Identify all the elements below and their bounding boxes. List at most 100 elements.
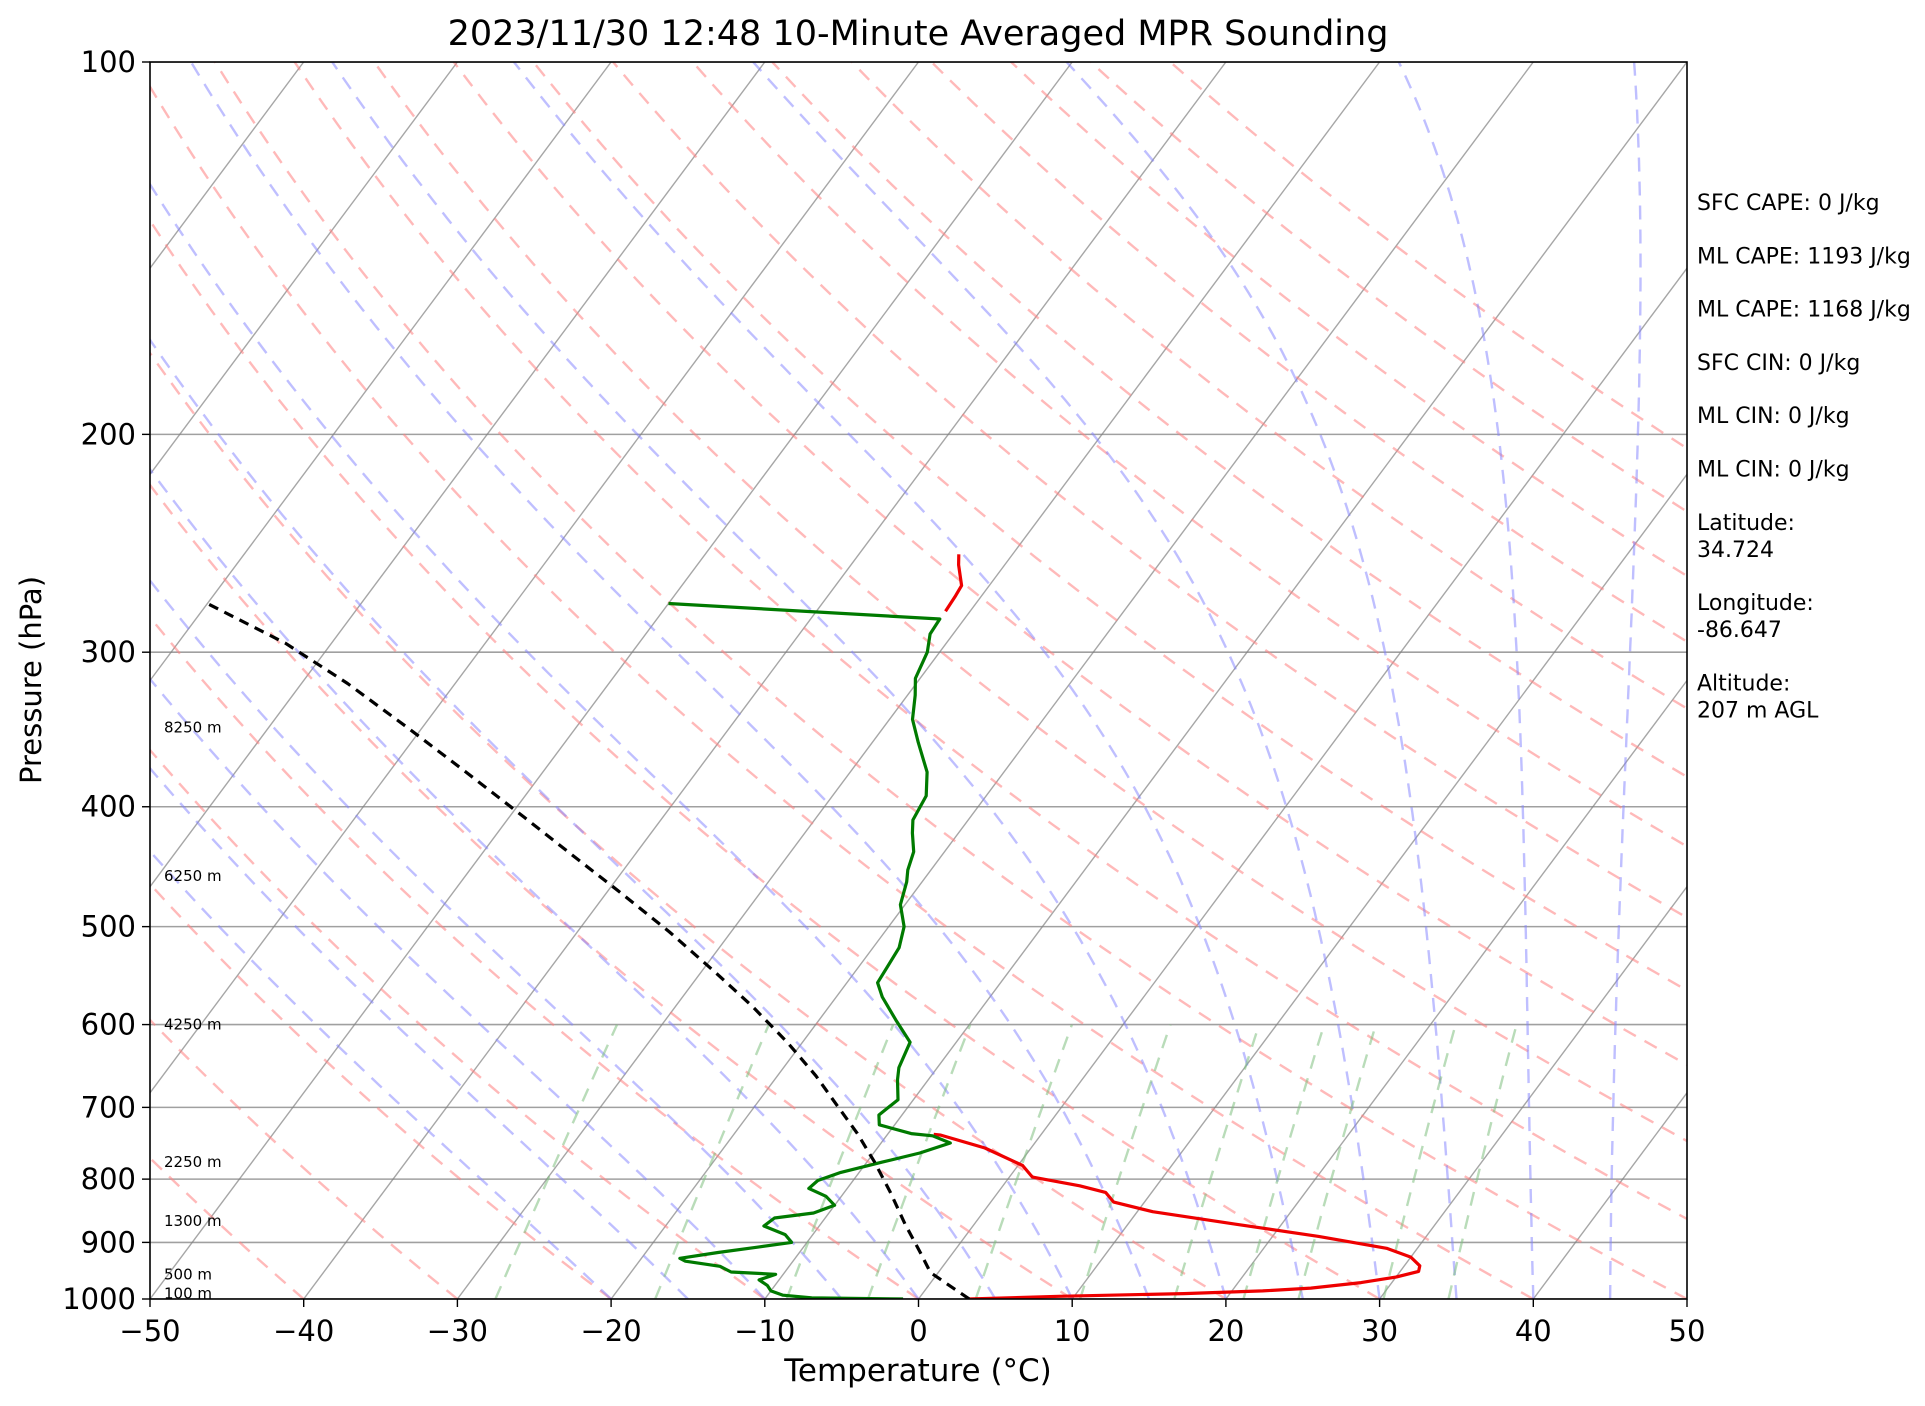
isotherm-line [150,62,920,1095]
moist-adiabat-line [1065,62,1458,1299]
isotherm-line [1071,473,1687,1299]
info-line: ML CAPE: 1168 J/kg [1697,298,1911,323]
moist-adiabat-line [150,578,843,1299]
mixing-ratio-line [974,1024,1074,1299]
moist-adiabat-line [1608,62,1642,1299]
x-tick-label: −50 [119,1314,180,1348]
x-tick-label: −40 [273,1314,334,1348]
isotherm-line [150,62,766,888]
info-line: -86.647 [1697,618,1782,643]
isotherm-line [150,62,1073,1299]
dry-adiabat-line [1010,62,1687,578]
x-axis-label: Temperature (°C) [783,1353,1052,1389]
x-tick-label: −30 [427,1314,488,1348]
height-label: 1300 m [164,1212,222,1230]
x-tick-label: 30 [1361,1314,1398,1348]
y-tick-label: 300 [81,635,136,669]
moist-adiabat-line [150,467,920,1299]
dry-adiabat-line [532,62,1687,992]
x-tick-label: 10 [1054,1314,1091,1348]
y-tick-label: 800 [81,1162,136,1196]
x-tick-label: 20 [1207,1314,1244,1348]
info-line: Longitude: [1697,591,1814,616]
dry-adiabat-line [373,62,1687,1143]
info-line: Latitude: [1697,511,1795,536]
info-line: 207 m AGL [1697,698,1819,723]
isotherm-line [150,62,458,476]
dry-adiabat-line [150,483,1073,1299]
y-axis-label: Pressure (hPa) [14,576,48,784]
x-tick-label: 40 [1515,1314,1552,1348]
dry-adiabat-line [150,351,1227,1299]
height-label: 4250 m [164,1016,222,1034]
moist-adiabat-line [1397,62,1535,1299]
isotherm-line [150,62,612,682]
mixing-ratio-line [1242,1024,1326,1299]
mixing-ratio-line [1173,1024,1261,1299]
dry-adiabat-line [150,218,1381,1299]
mixing-ratio-line [494,1024,619,1299]
y-tick-label: 700 [81,1090,136,1124]
sounding-profiles [206,554,1422,1299]
x-axis-ticks: −50 −40 −30 −20 −10 0 10 20 30 40 50 [119,1299,1705,1348]
x-tick-label: −10 [734,1314,795,1348]
x-tick-label: −20 [580,1314,641,1348]
background-reference-lines [150,62,1687,1299]
y-tick-label: 100 [81,45,136,79]
dry-adiabat-line [452,62,1687,1067]
y-tick-label: 400 [81,790,136,824]
dewpoint-profile-line [668,601,952,1299]
dry-adiabat-line [213,62,1687,1299]
dry-adiabat-line [150,84,1534,1299]
dry-adiabat-line [612,62,1687,919]
moist-adiabat-line [150,337,997,1299]
height-label: 2250 m [164,1153,222,1171]
info-line: SFC CIN: 0 J/kg [1697,351,1860,376]
isotherm-line [303,62,1227,1299]
x-tick-label: 0 [909,1314,927,1348]
info-line: ML CIN: 0 J/kg [1697,458,1850,483]
dry-adiabat-line [150,615,920,1299]
chart-title: 2023/11/30 12:48 10-Minute Averaged MPR … [448,14,1389,54]
moist-adiabat-line [752,62,1381,1299]
mixing-ratio-line [866,1024,972,1299]
isotherm-line [764,62,1687,1299]
info-line: SFC CAPE: 0 J/kg [1697,191,1880,216]
dry-adiabat-line [293,62,1687,1221]
height-label: 500 m [164,1265,212,1283]
moist-adiabat-line [331,62,1228,1299]
x-tick-label: 50 [1669,1314,1706,1348]
dry-adiabat-line [1169,62,1687,450]
dry-adiabat-line [150,748,766,1299]
mixing-ratio-line [654,1024,770,1299]
y-tick-label: 200 [81,417,136,451]
mixing-ratio-line [785,1024,895,1299]
height-labels: 8250 m 6250 m 4250 m 2250 m 1300 m 500 m 100 m [164,718,222,1302]
y-tick-label: 500 [81,910,136,944]
info-line: ML CIN: 0 J/kg [1697,404,1850,429]
moist-adiabat-line [150,766,689,1299]
y-tick-label: 900 [81,1225,136,1259]
dry-adiabat-line [150,882,612,1299]
height-label: 8250 m [164,718,222,736]
dry-adiabat-line [851,62,1687,710]
dry-adiabat-line [771,62,1687,779]
isotherm-line [456,62,1381,1299]
parcel-profile-line [206,602,971,1299]
height-label: 100 m [164,1285,212,1303]
sounding-info-panel: SFC CAPE: 0 J/kg ML CAPE: 1193 J/kg ML CAP… [1697,191,1911,723]
y-tick-label: 1000 [62,1282,136,1316]
isotherm-line [1379,885,1687,1299]
info-line: Altitude: [1697,671,1790,696]
temperature-profile-line [944,554,964,613]
mixing-ratio-line [1078,1024,1172,1299]
y-axis-ticks: 100 200 300 400 500 600 700 800 900 1000 [62,45,150,1316]
moist-adiabat-line [150,182,1074,1299]
dry-adiabat-line [150,1018,459,1299]
y-tick-label: 600 [81,1008,136,1042]
moist-adiabat-line [189,62,1151,1299]
isotherm-line [610,62,1534,1299]
moist-adiabat-line [150,677,766,1299]
height-label: 6250 m [164,867,222,885]
